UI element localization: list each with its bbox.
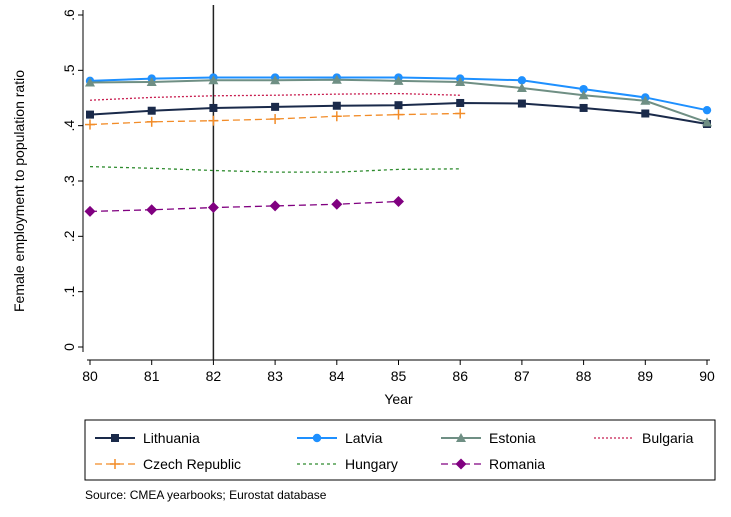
plot-area [84, 5, 712, 360]
legend-marker [110, 459, 120, 469]
legend-label: Bulgaria [642, 430, 694, 446]
data-point [393, 75, 404, 85]
y-tick-label: .5 [61, 64, 77, 76]
series-romania [84, 195, 404, 217]
series-line [89, 92, 461, 101]
data-point [86, 110, 94, 119]
legend-item-romania: Romania [441, 456, 545, 472]
x-tick-label: 89 [638, 368, 654, 384]
legend-item-estonia: Estonia [441, 430, 536, 446]
data-point [331, 74, 342, 84]
x-tick-label: 82 [206, 368, 222, 384]
legend-label: Lithuania [143, 430, 200, 446]
series-lithuania [86, 98, 711, 129]
legend-marker [455, 458, 467, 470]
data-point [209, 103, 218, 112]
data-point [331, 111, 342, 122]
y-tick-label: .2 [61, 230, 77, 242]
data-point [270, 114, 281, 125]
series-line [89, 165, 461, 173]
data-point [85, 77, 95, 87]
legend: Lithuania Latvia Estonia Bulgaria Czech Repu… [84, 419, 716, 481]
legend-marker [111, 434, 119, 442]
x-tick-label: 80 [82, 368, 98, 384]
data-point [332, 101, 341, 110]
source-note: Source: CMEA yearbooks; Eurostat databas… [85, 488, 327, 502]
data-point [579, 84, 588, 94]
x-tick-label: 90 [699, 368, 715, 384]
legend-item-lithuania: Lithuania [95, 430, 200, 446]
x-axis-title: Year [384, 391, 413, 407]
y-tick-label: .6 [61, 9, 77, 21]
data-point [146, 76, 157, 86]
data-point [578, 90, 589, 100]
data-point [393, 195, 404, 207]
legend-marker [312, 433, 322, 443]
x-tick-label: 87 [514, 368, 530, 384]
data-point [146, 116, 157, 127]
data-point [271, 102, 280, 111]
series-hungary [89, 165, 461, 173]
data-point [208, 75, 219, 85]
data-point [516, 83, 527, 93]
series-estonia [85, 74, 712, 127]
data-point [702, 117, 712, 127]
legend-marker [456, 433, 466, 442]
data-point [270, 75, 281, 85]
data-point [641, 109, 650, 118]
data-point [455, 108, 466, 119]
x-tick-label: 86 [452, 368, 468, 384]
data-point [84, 205, 96, 217]
data-point [640, 95, 651, 105]
legend-item-czech-republic: Czech Republic [95, 456, 241, 472]
x-tick-label: 81 [144, 368, 160, 384]
data-point [331, 198, 343, 210]
x-tick-label: 84 [329, 368, 345, 384]
legend-label: Latvia [345, 430, 383, 446]
legend-item-hungary: Hungary [297, 456, 398, 472]
y-tick-label: .4 [61, 120, 77, 132]
series-bulgaria [89, 92, 461, 101]
data-point [208, 115, 219, 126]
legend-label: Czech Republic [143, 456, 241, 472]
data-point [702, 105, 712, 115]
y-tick-label: .1 [61, 286, 77, 298]
data-point [517, 76, 527, 85]
data-point [394, 101, 403, 110]
data-point [207, 202, 219, 214]
data-point [269, 200, 281, 212]
data-point [517, 99, 526, 108]
x-tick-label: 85 [391, 368, 407, 384]
data-point [455, 76, 466, 86]
legend-label: Hungary [345, 456, 398, 472]
y-tick-label: 0 [61, 343, 77, 351]
legend-label: Romania [489, 456, 545, 472]
data-point [456, 98, 465, 107]
series-line [89, 200, 399, 213]
data-point [147, 106, 156, 115]
legend-box [84, 419, 716, 481]
axes: 0 .1 .2 .3 .4 .5 .6 80 81 82 83 84 85 86 87 88 89 90 Year F… [11, 9, 715, 407]
legend-item-bulgaria: Bulgaria [594, 430, 694, 446]
data-point [85, 119, 95, 130]
x-tick-label: 83 [267, 368, 283, 384]
data-point [146, 204, 158, 216]
y-axis-title: Female employment to population ratio [11, 70, 27, 312]
y-tick-label: .3 [61, 175, 77, 187]
legend-label: Estonia [489, 430, 536, 446]
series-czech-republic [85, 108, 466, 130]
x-tick-label: 88 [576, 368, 592, 384]
data-point [393, 109, 404, 120]
data-point [579, 103, 588, 112]
legend-item-latvia: Latvia [297, 430, 383, 446]
